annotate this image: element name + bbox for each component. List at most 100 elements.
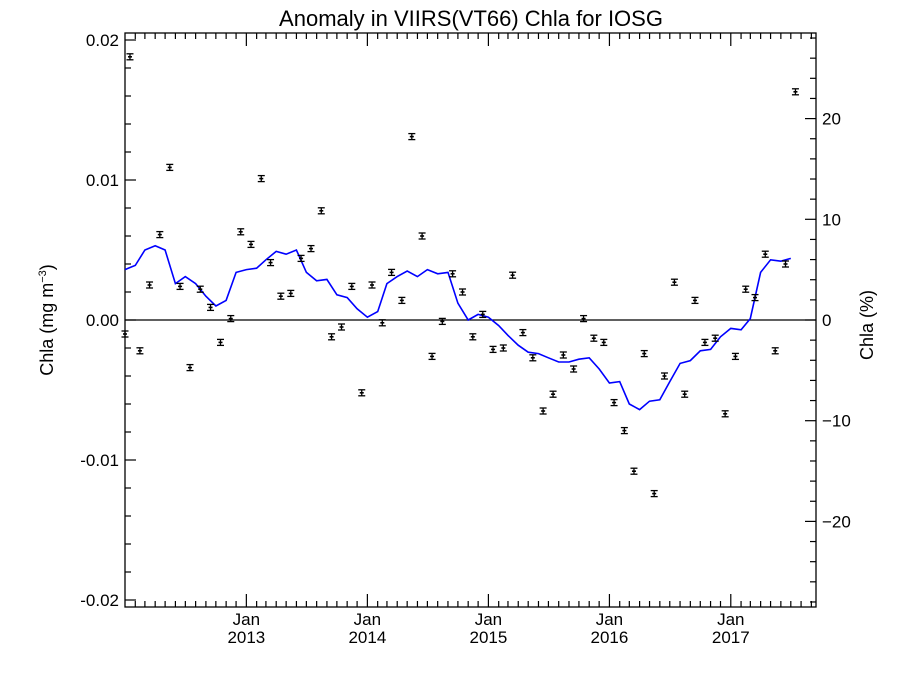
left-tick-label: 0.01 xyxy=(86,171,119,190)
data-point xyxy=(691,296,699,305)
data-point xyxy=(509,271,517,279)
series-anomaly-points xyxy=(121,53,799,498)
left-tick-label: 0.00 xyxy=(86,311,119,330)
data-point xyxy=(126,53,134,61)
data-point xyxy=(287,289,295,298)
data-point xyxy=(317,207,325,215)
data-point xyxy=(559,351,567,359)
data-point xyxy=(489,345,497,354)
chart-title: Anomaly in VIIRS(VT66) Chla for IOSG xyxy=(279,6,663,31)
data-point xyxy=(681,390,689,398)
data-point xyxy=(358,389,366,397)
data-point xyxy=(630,467,638,475)
data-point xyxy=(388,268,396,277)
data-point xyxy=(408,132,416,141)
left-y-axis: 0.02 0.01 0.00 -0.01 -0.02 xyxy=(80,31,136,610)
data-point xyxy=(121,330,129,338)
data-point xyxy=(529,354,537,362)
x-tick-year-label: 2013 xyxy=(227,628,265,647)
data-point xyxy=(670,278,678,286)
right-tick-label: 20 xyxy=(822,110,841,129)
data-point xyxy=(650,489,658,498)
data-point xyxy=(257,174,265,183)
data-point xyxy=(499,344,507,352)
x-tick-month-label: Jan xyxy=(354,610,381,629)
data-point xyxy=(398,296,406,305)
data-point xyxy=(539,407,547,415)
x-tick-year-label: 2017 xyxy=(712,628,750,647)
data-point xyxy=(791,88,799,96)
x-tick-month-label: Jan xyxy=(717,610,744,629)
left-axis-label-main: Chla (mg m xyxy=(37,283,57,376)
data-point xyxy=(600,338,608,347)
data-point xyxy=(519,328,527,337)
data-point xyxy=(156,230,164,239)
left-axis-label: Chla (mg m−3) xyxy=(37,264,57,376)
data-point xyxy=(580,314,588,323)
data-point xyxy=(146,281,154,289)
right-y-axis: 20 10 0 −10 −20 xyxy=(805,37,851,603)
data-point xyxy=(449,270,457,278)
data-point xyxy=(176,282,184,291)
left-tick-label: -0.01 xyxy=(80,451,119,470)
right-tick-label: −20 xyxy=(822,512,851,531)
data-point xyxy=(761,250,769,258)
data-point xyxy=(186,363,194,372)
series-trend-line xyxy=(124,244,792,411)
data-point xyxy=(428,352,436,361)
data-point xyxy=(660,372,668,380)
data-point xyxy=(620,426,628,435)
data-point xyxy=(438,317,446,326)
data-point xyxy=(479,310,487,319)
data-point xyxy=(721,410,729,418)
left-tick-label: 0.02 xyxy=(86,31,119,50)
data-point xyxy=(418,232,426,240)
data-point xyxy=(338,323,346,331)
data-point xyxy=(378,319,386,327)
data-point xyxy=(459,288,467,296)
data-point xyxy=(196,285,204,293)
data-point xyxy=(742,285,750,293)
data-point xyxy=(781,260,789,268)
data-point xyxy=(267,258,275,267)
right-tick-label: −10 xyxy=(822,412,851,431)
data-point xyxy=(207,303,215,312)
right-tick-label: 0 xyxy=(822,311,831,330)
x-tick-month-label: Jan xyxy=(233,610,260,629)
x-tick-month-label: Jan xyxy=(475,610,502,629)
left-axis-label-sup: −3 xyxy=(37,270,49,283)
data-point xyxy=(166,163,174,172)
x-tick-month-label: Jan xyxy=(596,610,623,629)
data-point xyxy=(640,349,648,358)
data-point xyxy=(216,338,224,347)
data-point xyxy=(711,334,719,342)
data-point xyxy=(227,314,235,323)
right-tick-label: 10 xyxy=(822,210,841,229)
data-point xyxy=(247,240,255,249)
data-point xyxy=(549,390,557,398)
data-point xyxy=(277,292,285,300)
left-axis-label-close: ) xyxy=(37,264,57,270)
data-point xyxy=(771,347,779,355)
data-point xyxy=(570,365,578,373)
x-tick-year-label: 2015 xyxy=(469,628,507,647)
right-axis-label: Chla (%) xyxy=(857,290,877,360)
data-point xyxy=(368,281,376,289)
data-point xyxy=(751,293,759,302)
x-tick-year-label: 2016 xyxy=(591,628,629,647)
data-point xyxy=(590,334,598,342)
data-point xyxy=(307,244,315,253)
left-tick-label: -0.02 xyxy=(80,591,119,610)
data-point xyxy=(237,228,245,236)
data-point xyxy=(701,338,709,347)
x-tick-year-label: 2014 xyxy=(348,628,386,647)
data-point xyxy=(348,282,356,291)
data-point xyxy=(731,352,739,361)
data-point xyxy=(297,254,305,263)
data-point xyxy=(610,398,618,407)
data-point xyxy=(328,333,336,341)
data-point xyxy=(469,333,477,341)
